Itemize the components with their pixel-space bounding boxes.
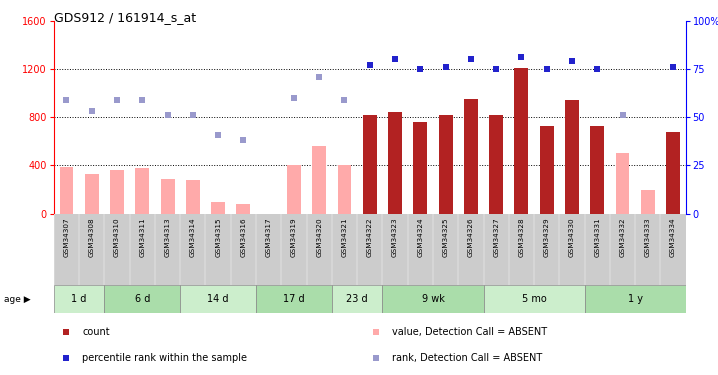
Bar (515, 68, 528, 214)
Text: 23 d: 23 d (346, 294, 368, 304)
Bar (60, 166, 73, 214)
Bar (180, 285, 256, 313)
Bar (615, 153, 630, 214)
Text: GSM34315: GSM34315 (215, 217, 221, 257)
Bar (211, 202, 225, 214)
Bar (85, 174, 98, 214)
Text: 6 d: 6 d (134, 294, 150, 304)
Text: GSM34308: GSM34308 (89, 217, 95, 257)
Text: GSM34320: GSM34320 (316, 217, 322, 257)
Text: GSM34324: GSM34324 (417, 217, 424, 257)
Bar (312, 146, 326, 214)
Text: 1 y: 1 y (628, 294, 643, 304)
Bar (287, 165, 301, 214)
Text: 1 d: 1 d (71, 294, 87, 304)
Bar (565, 100, 579, 214)
Text: GSM34325: GSM34325 (442, 217, 449, 257)
Bar (540, 126, 554, 214)
Bar (337, 165, 351, 214)
Text: GSM34332: GSM34332 (620, 217, 625, 257)
Bar (236, 204, 251, 214)
Text: 17 d: 17 d (283, 294, 304, 304)
Text: GSM34316: GSM34316 (241, 217, 246, 257)
Bar (641, 190, 655, 214)
Bar (104, 285, 180, 313)
Text: GSM34334: GSM34334 (670, 217, 676, 257)
Text: GSM34333: GSM34333 (645, 217, 651, 257)
Text: GSM34329: GSM34329 (544, 217, 550, 257)
Bar (161, 179, 174, 214)
Text: GDS912 / 161914_s_at: GDS912 / 161914_s_at (54, 11, 196, 24)
Text: count: count (83, 327, 110, 337)
Text: GSM34310: GSM34310 (114, 217, 120, 257)
Bar (439, 115, 452, 214)
Text: GSM34327: GSM34327 (493, 217, 499, 257)
Text: GSM34317: GSM34317 (266, 217, 271, 257)
Bar (590, 126, 604, 214)
Text: age ▶: age ▶ (4, 295, 30, 304)
Bar (54, 285, 104, 313)
Text: GSM34314: GSM34314 (190, 217, 196, 257)
Bar (383, 285, 483, 313)
Text: 5 mo: 5 mo (522, 294, 546, 304)
Bar (256, 285, 332, 313)
Text: GSM34322: GSM34322 (367, 217, 373, 257)
Text: GSM34319: GSM34319 (291, 217, 297, 257)
Text: value, Detection Call = ABSENT: value, Detection Call = ABSENT (392, 327, 547, 337)
Bar (666, 132, 680, 214)
Text: GSM34330: GSM34330 (569, 217, 575, 257)
Bar (584, 285, 686, 313)
Text: percentile rank within the sample: percentile rank within the sample (83, 353, 247, 363)
Bar (110, 170, 124, 214)
Bar (363, 115, 377, 214)
Bar (414, 122, 427, 214)
Bar (332, 285, 383, 313)
Bar (464, 99, 477, 214)
Text: GSM34313: GSM34313 (164, 217, 171, 257)
Bar (136, 168, 149, 214)
Text: GSM34326: GSM34326 (468, 217, 474, 257)
Text: GSM34331: GSM34331 (595, 217, 600, 257)
Bar (186, 180, 200, 214)
Text: GSM34311: GSM34311 (139, 217, 145, 257)
Text: GSM34323: GSM34323 (392, 217, 398, 257)
Bar (489, 115, 503, 214)
Text: 9 wk: 9 wk (421, 294, 444, 304)
Text: 14 d: 14 d (208, 294, 229, 304)
Bar (388, 112, 402, 214)
Text: GSM34321: GSM34321 (342, 217, 348, 257)
Bar (483, 285, 584, 313)
Text: rank, Detection Call = ABSENT: rank, Detection Call = ABSENT (392, 353, 542, 363)
Text: GSM34328: GSM34328 (518, 217, 524, 257)
Text: GSM34307: GSM34307 (63, 217, 70, 257)
